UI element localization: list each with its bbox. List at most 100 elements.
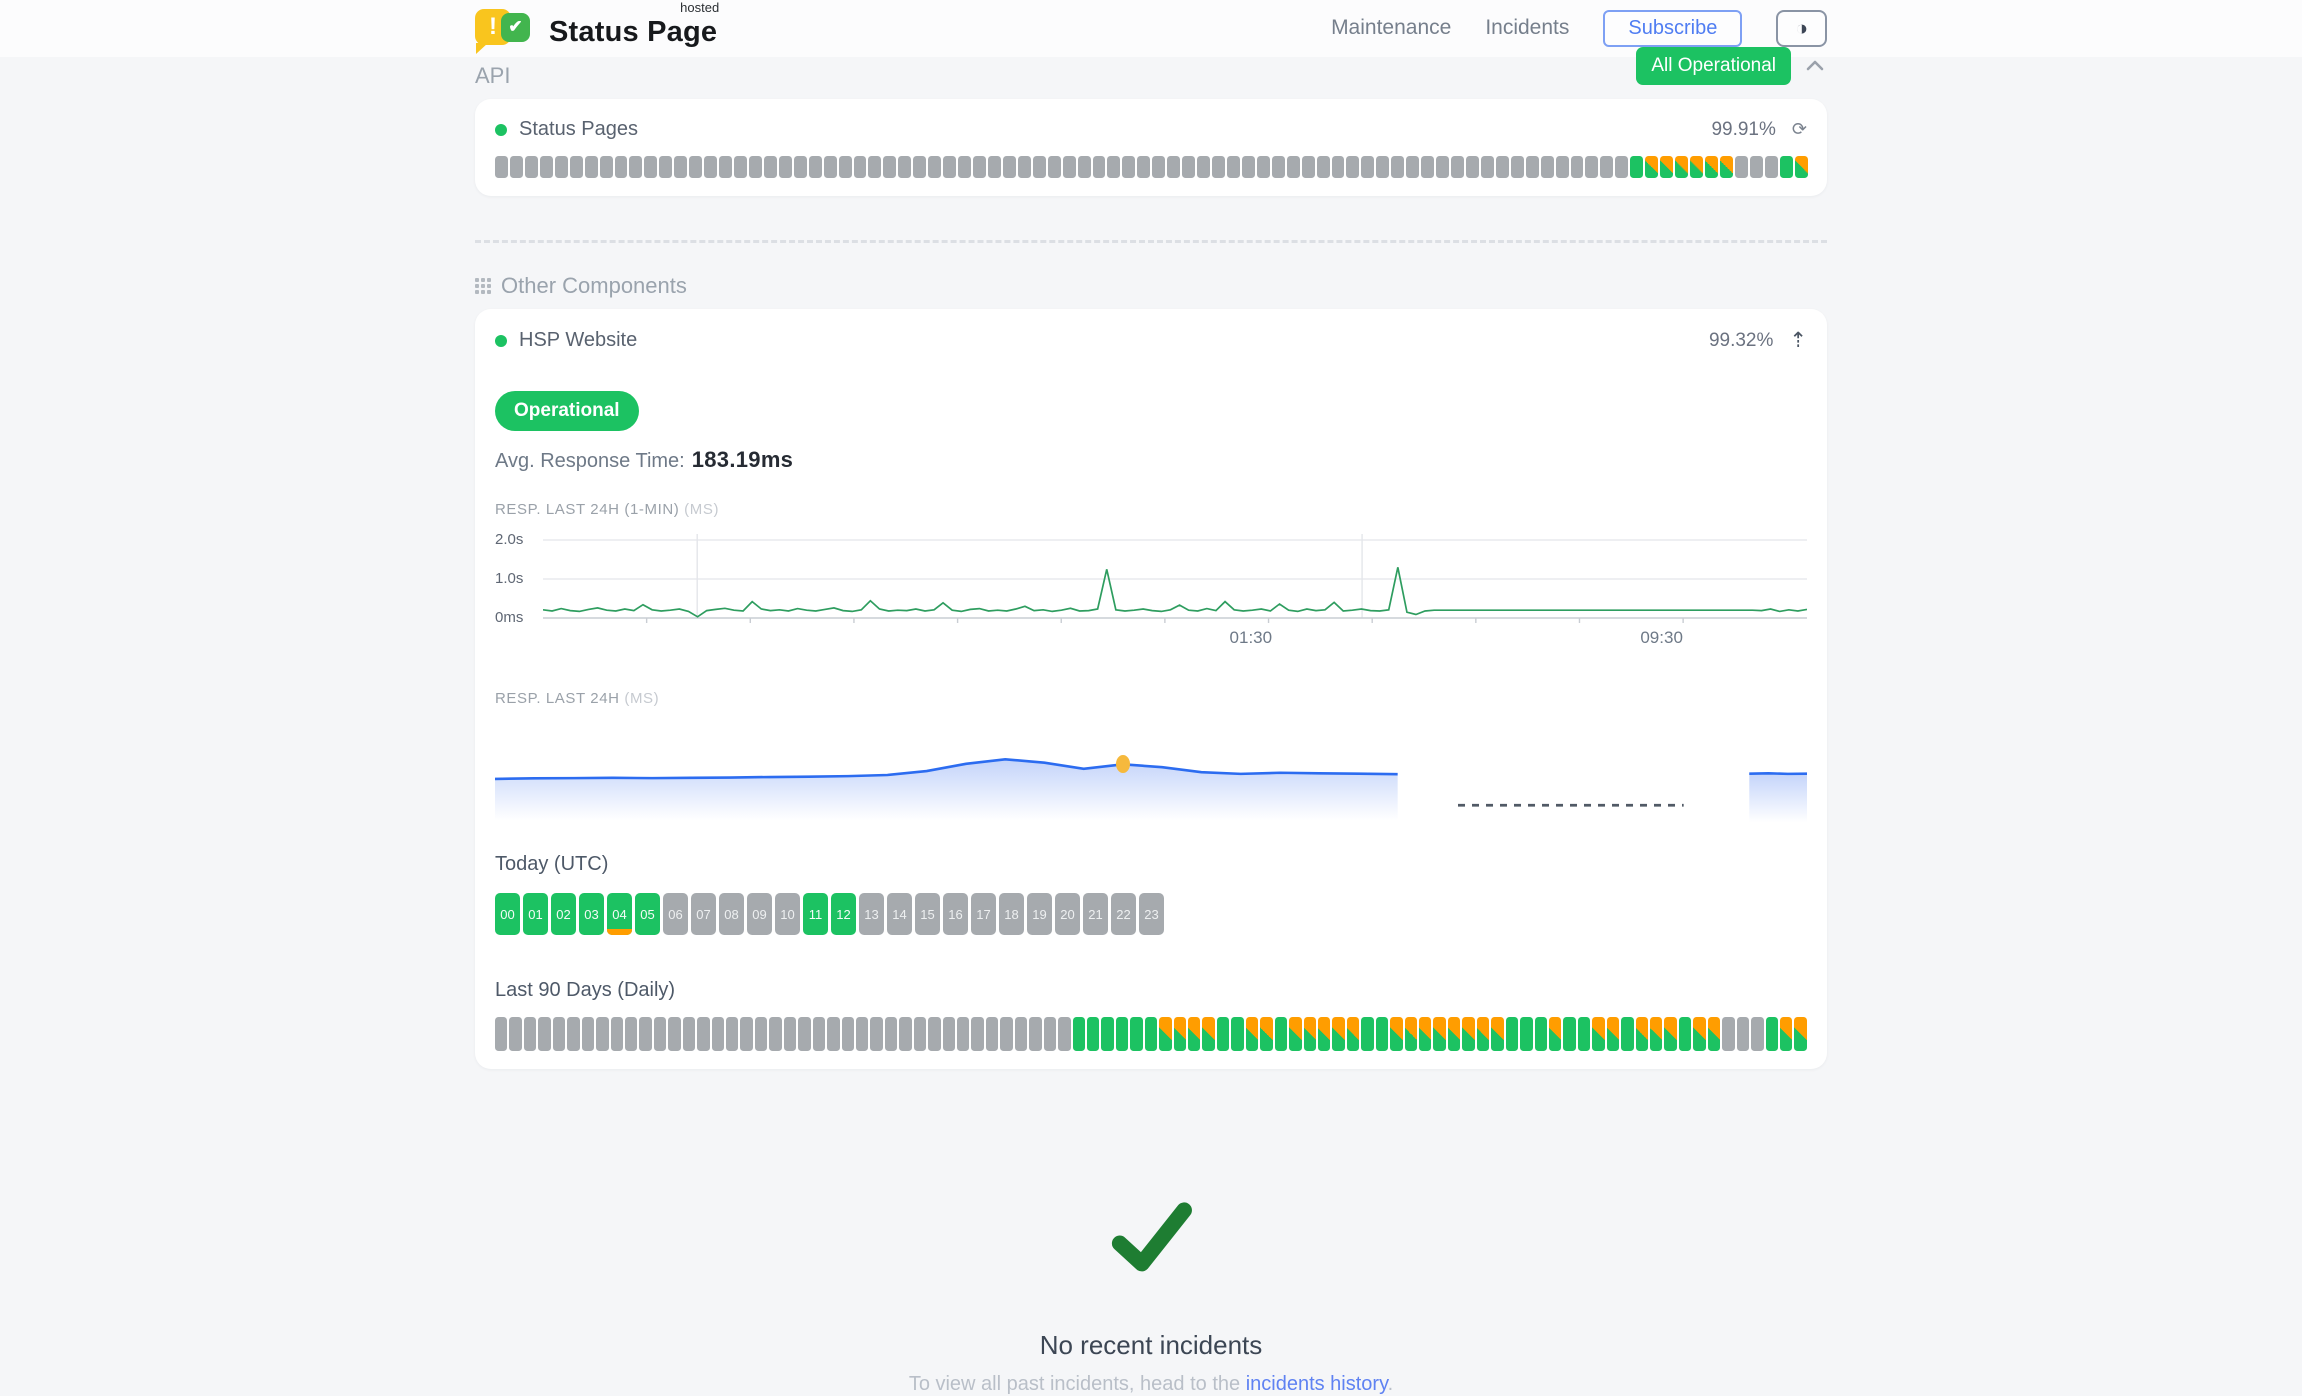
uptime-bar[interactable] (1480, 156, 1494, 178)
uptime-bar[interactable] (1260, 1017, 1273, 1051)
uptime-bar[interactable] (1600, 156, 1614, 178)
uptime-bar[interactable] (1548, 1017, 1562, 1051)
hour-block[interactable]: 00 (495, 893, 520, 935)
uptime-bar[interactable] (798, 1017, 811, 1051)
uptime-bar[interactable] (883, 156, 897, 178)
uptime-bar[interactable] (1534, 1017, 1547, 1051)
uptime-bar[interactable] (899, 1017, 912, 1051)
hour-block[interactable]: 04 (607, 893, 632, 935)
uptime-bar[interactable] (1719, 156, 1733, 178)
uptime-bar[interactable] (987, 156, 1001, 178)
brand-logo[interactable]: ! ✔ hosted Status Page (475, 0, 719, 54)
hour-block[interactable]: 15 (915, 893, 940, 935)
uptime-bar[interactable] (808, 156, 822, 178)
uptime-bar[interactable] (1421, 156, 1435, 178)
uptime-bar[interactable] (1043, 1017, 1057, 1051)
uptime-bar[interactable] (629, 156, 643, 178)
uptime-bar[interactable] (682, 1017, 696, 1051)
latest-point-marker[interactable] (1115, 755, 1130, 774)
uptime-bar[interactable] (1245, 1017, 1259, 1051)
uptime-bar[interactable] (599, 156, 613, 178)
uptime-bar[interactable] (1465, 156, 1479, 178)
uptime-bar[interactable] (1779, 156, 1793, 178)
hour-block[interactable]: 23 (1139, 893, 1164, 935)
uptime-bar[interactable] (644, 156, 658, 178)
uptime-bar[interactable] (1693, 1017, 1706, 1051)
uptime-bar[interactable] (584, 156, 598, 178)
uptime-bar[interactable] (1077, 156, 1091, 178)
uptime-bar[interactable] (1462, 1017, 1475, 1051)
hour-block[interactable]: 01 (523, 893, 548, 935)
hour-block[interactable]: 09 (747, 893, 772, 935)
nav-incidents[interactable]: Incidents (1485, 16, 1570, 40)
uptime-bar[interactable] (668, 1017, 681, 1051)
uptime-bar[interactable] (523, 1017, 537, 1051)
hour-block[interactable]: 06 (663, 893, 688, 935)
uptime-bar[interactable] (659, 156, 673, 178)
uptime-bar[interactable] (1346, 1017, 1360, 1051)
uptime-bar[interactable] (783, 1017, 797, 1051)
hour-block[interactable]: 19 (1027, 893, 1052, 935)
uptime-bar[interactable] (1563, 1017, 1576, 1051)
uptime-bar[interactable] (509, 1017, 522, 1051)
uptime-bar[interactable] (1122, 156, 1136, 178)
uptime-bar[interactable] (1047, 156, 1061, 178)
uptime-bar[interactable] (614, 156, 628, 178)
subscribe-button[interactable]: Subscribe (1603, 9, 1743, 47)
hour-block[interactable]: 14 (887, 893, 912, 935)
hour-block[interactable]: 03 (579, 893, 604, 935)
uptime-bar[interactable] (763, 156, 777, 178)
uptime-bar[interactable] (942, 1017, 955, 1051)
uptime-bar[interactable] (1592, 1017, 1605, 1051)
uptime-bar[interactable] (1390, 1017, 1403, 1051)
uptime-bar[interactable] (973, 156, 986, 178)
hour-block[interactable]: 21 (1083, 893, 1108, 935)
uptime-bar[interactable] (1491, 1017, 1504, 1051)
hour-block[interactable]: 17 (971, 893, 996, 935)
uptime-bar[interactable] (769, 1017, 782, 1051)
hour-block[interactable]: 13 (859, 893, 884, 935)
uptime-bar[interactable] (689, 156, 703, 178)
uptime-bar[interactable] (610, 1017, 623, 1051)
uptime-bar[interactable] (1000, 1017, 1013, 1051)
uptime-bar[interactable] (778, 156, 792, 178)
uptime-bar[interactable] (884, 1017, 898, 1051)
uptime-bar[interactable] (1332, 1017, 1345, 1051)
uptime-bar[interactable] (1231, 1017, 1244, 1051)
hour-block[interactable]: 18 (999, 893, 1024, 935)
uptime-bar[interactable] (1289, 1017, 1302, 1051)
uptime-bar[interactable] (1451, 156, 1464, 178)
uptime-bar[interactable] (1577, 1017, 1591, 1051)
uptime-bar[interactable] (495, 1017, 508, 1051)
uptime-bar[interactable] (1361, 156, 1375, 178)
hour-block[interactable]: 05 (635, 893, 660, 935)
uptime-bar[interactable] (1664, 1017, 1677, 1051)
uptime-bar[interactable] (1301, 156, 1315, 178)
uptime-bar[interactable] (1002, 156, 1016, 178)
uptime-bar[interactable] (985, 1017, 999, 1051)
uptime-bar[interactable] (1256, 156, 1270, 178)
uptime-bar[interactable] (870, 1017, 883, 1051)
uptime-bar[interactable] (971, 1017, 984, 1051)
uptime-bar[interactable] (1707, 1017, 1721, 1051)
uptime-bar[interactable] (653, 1017, 667, 1051)
uptime-bar[interactable] (838, 156, 852, 178)
hour-block[interactable]: 07 (691, 893, 716, 935)
uptime-bar[interactable] (1764, 156, 1778, 178)
uptime-bar[interactable] (1650, 1017, 1663, 1051)
uptime-bar[interactable] (913, 156, 927, 178)
uptime-bar[interactable] (748, 156, 762, 178)
uptime-bar[interactable] (853, 156, 867, 178)
hour-block[interactable]: 10 (775, 893, 800, 935)
uptime-bar[interactable] (1303, 1017, 1316, 1051)
uptime-bar[interactable] (740, 1017, 753, 1051)
uptime-bar[interactable] (1361, 1017, 1374, 1051)
uptime-bar[interactable] (674, 156, 688, 178)
uptime-bar[interactable] (898, 156, 912, 178)
nav-maintenance[interactable]: Maintenance (1331, 16, 1452, 40)
theme-toggle-button[interactable]: ◑ (1776, 9, 1827, 48)
uptime-bar[interactable] (1447, 1017, 1461, 1051)
uptime-bar[interactable] (1058, 1017, 1071, 1051)
uptime-bar[interactable] (639, 1017, 652, 1051)
uptime-bar[interactable] (1615, 156, 1629, 178)
